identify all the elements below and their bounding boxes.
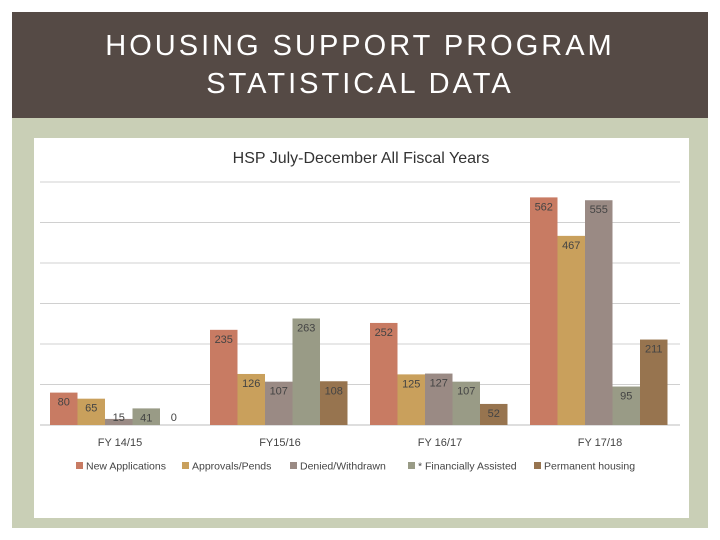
legend: New Applications Approvals/Pends Denied/Wi… (76, 461, 635, 473)
bar-permanent-housing (640, 339, 668, 425)
legend-label: Permanent housing (544, 461, 635, 473)
data-label: 263 (297, 322, 315, 334)
data-label: 15 (113, 412, 125, 424)
legend-label: Denied/Withdrawn (300, 461, 386, 473)
title-band: HOUSING SUPPORT PROGRAM STATISTICAL DATA (12, 12, 708, 118)
data-label: 211 (645, 344, 663, 356)
bar-denied-withdrawn (425, 373, 453, 425)
legend-swatch (534, 462, 541, 469)
data-label: 65 (85, 403, 97, 415)
bar-approvals-pends (237, 373, 265, 425)
legend-swatch (182, 462, 189, 469)
data-label: 41 (140, 412, 152, 424)
data-label: 80 (58, 397, 70, 409)
category-label: FY 16/17 (418, 437, 462, 449)
bar-approvals-pends (557, 235, 585, 425)
slide-title: HOUSING SUPPORT PROGRAM STATISTICAL DATA (105, 27, 614, 103)
data-label: 235 (215, 334, 233, 346)
gridlines (40, 181, 680, 426)
chart-title: HSP July-December All Fiscal Years (233, 150, 490, 167)
bar-financially-assisted (612, 386, 640, 425)
data-label: 127 (430, 378, 448, 390)
bar-approvals-pends (77, 398, 105, 425)
data-label: 52 (488, 408, 500, 420)
legend-label: Approvals/Pends (192, 461, 271, 473)
category-label: FY 14/15 (98, 437, 142, 449)
bar-denied-withdrawn (265, 381, 293, 425)
bar-new-applications (530, 197, 558, 425)
bar-financially-assisted (292, 318, 320, 425)
slide-title-line-1: HOUSING SUPPORT PROGRAM (105, 30, 615, 62)
bar-new-applications (210, 329, 238, 425)
data-label: 108 (325, 385, 343, 397)
data-label: 95 (620, 391, 632, 403)
category-label: FY15/16 (259, 437, 301, 449)
bar-permanent-housing (320, 381, 348, 425)
data-label: 555 (590, 204, 608, 216)
legend-label: * Financially Assisted (418, 461, 517, 473)
data-label: 0 (171, 412, 177, 424)
category-labels: FY 14/15 FY15/16 FY 16/17 FY 17/18 (98, 437, 622, 449)
bar-denied-withdrawn (585, 200, 613, 425)
data-labels: 80 65 15 41 0 235 126 107 263 108 252 125 127 107 52 56… (58, 201, 663, 424)
legend-swatch (290, 462, 297, 469)
data-label: 252 (375, 327, 393, 339)
bar-new-applications (370, 322, 398, 425)
data-label: 107 (457, 386, 475, 398)
slide-title-line-2: STATISTICAL DATA (206, 68, 514, 100)
bar-approvals-pends (397, 374, 425, 425)
bars (50, 197, 668, 425)
legend-swatch (408, 462, 415, 469)
data-label: 125 (402, 378, 420, 390)
data-label: 107 (270, 386, 288, 398)
bar-financially-assisted (132, 408, 160, 425)
bar-permanent-housing (480, 403, 508, 425)
data-label: 467 (562, 240, 580, 252)
category-label: FY 17/18 (578, 437, 622, 449)
legend-label: New Applications (86, 461, 166, 473)
bar-new-applications (50, 392, 78, 425)
legend-swatch (76, 462, 83, 469)
bar-denied-withdrawn (105, 418, 133, 425)
bar-financially-assisted (452, 381, 480, 425)
data-label: 126 (242, 378, 260, 390)
data-label: 562 (535, 201, 553, 213)
